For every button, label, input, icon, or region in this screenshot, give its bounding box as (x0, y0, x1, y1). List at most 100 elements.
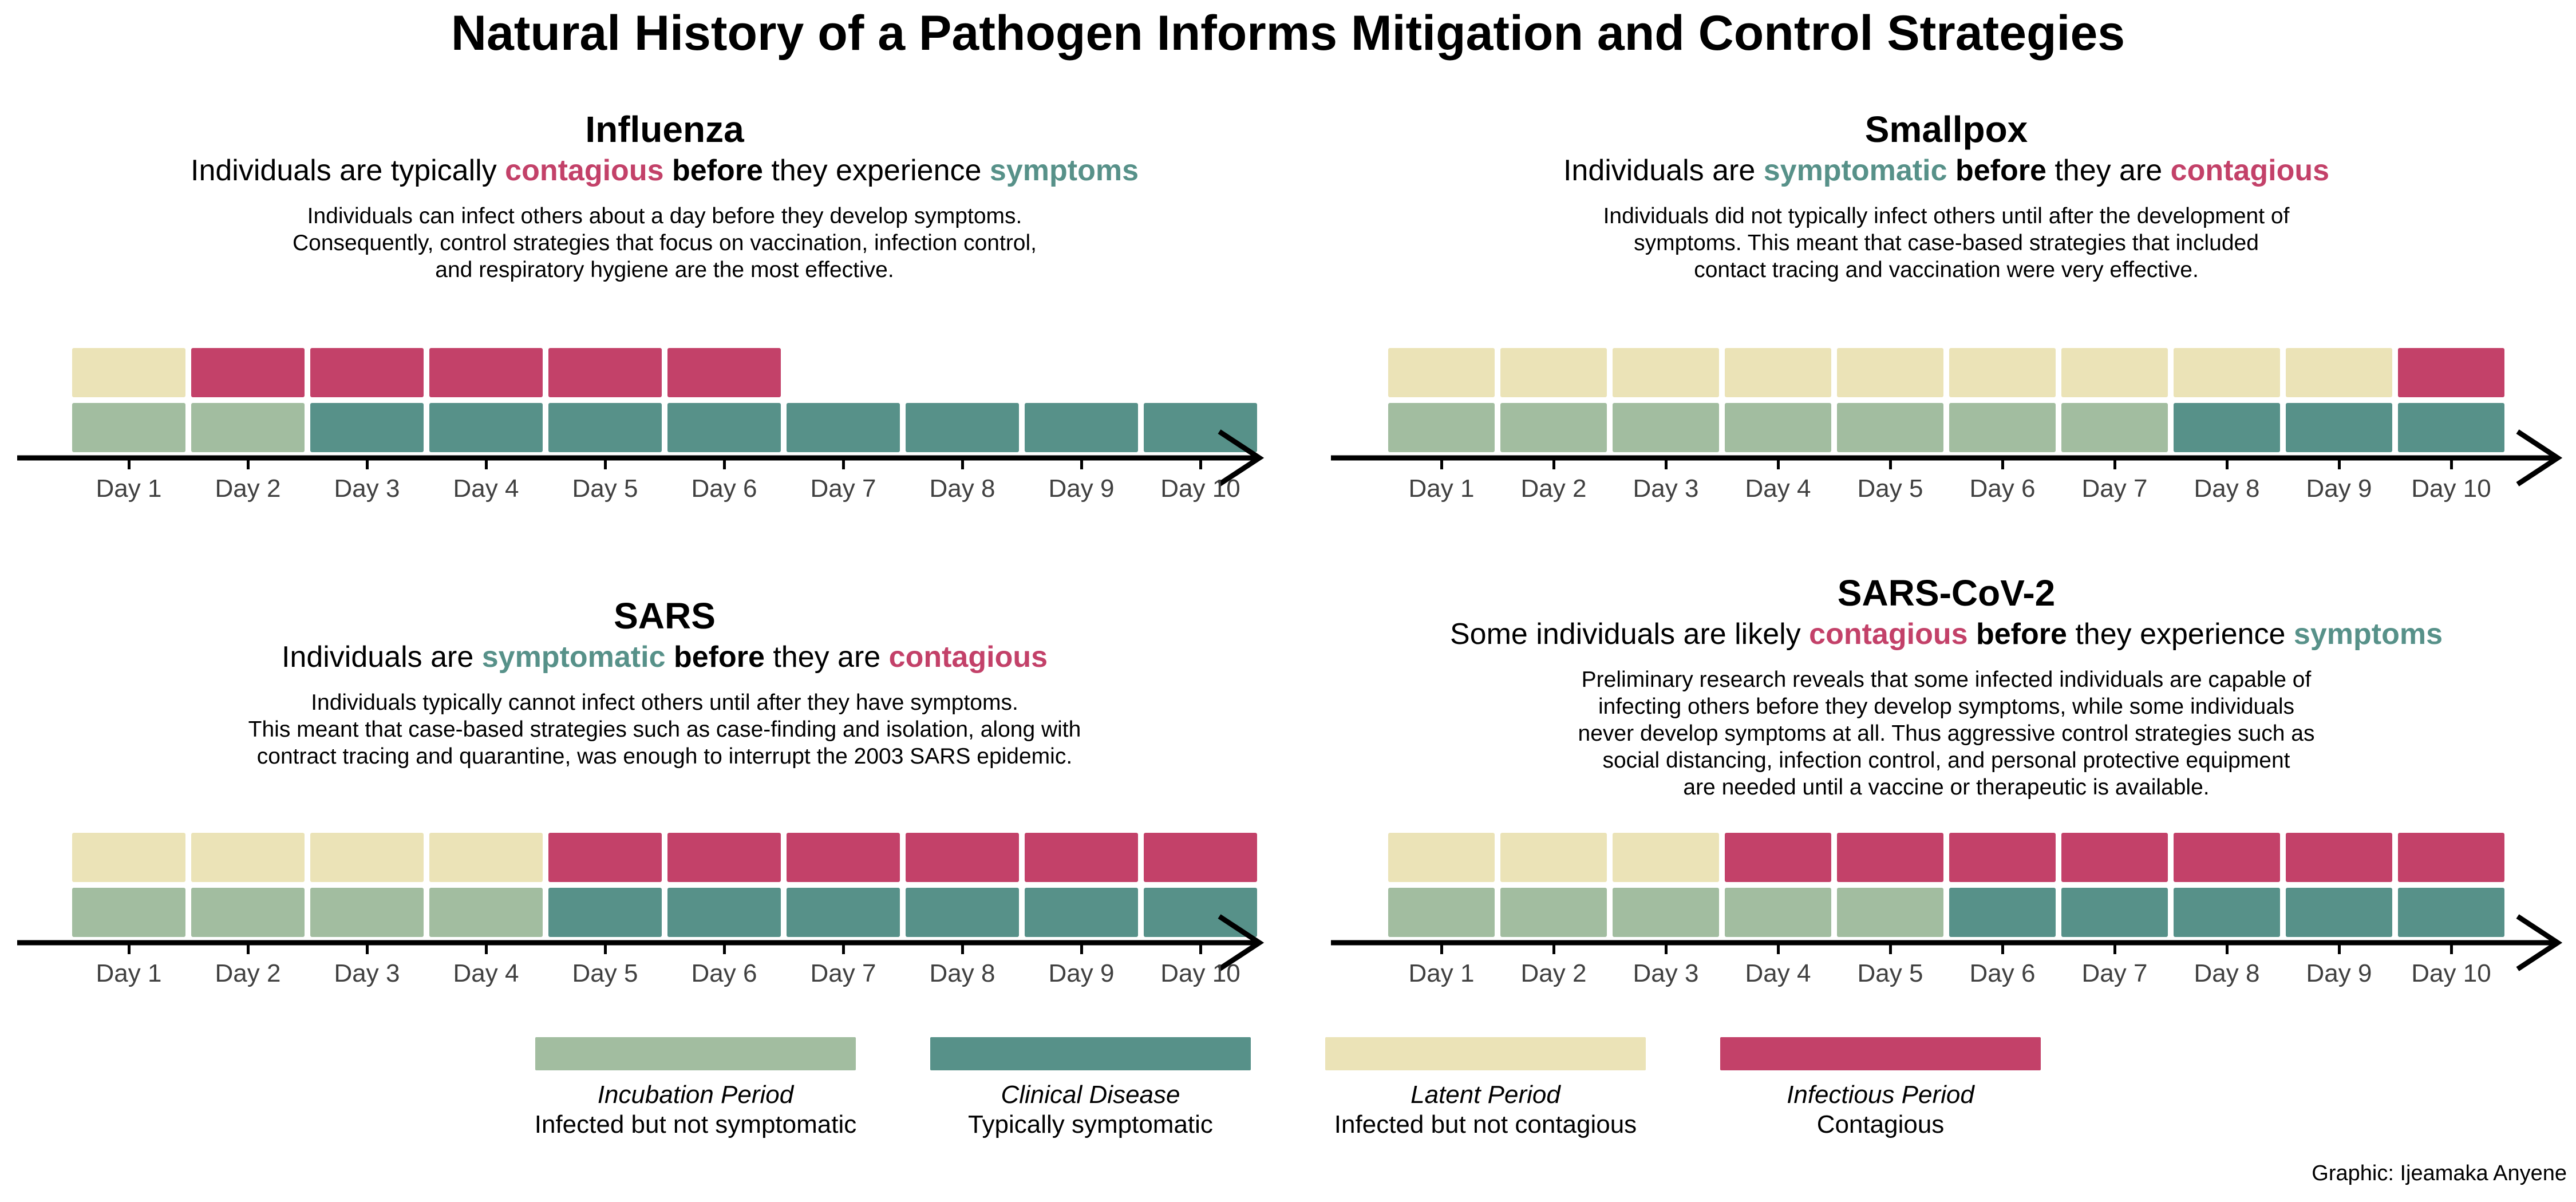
axis-tick-mark (2337, 945, 2341, 954)
legend-item-description: Typically symptomatic (968, 1110, 1213, 1138)
clinical-period-box (906, 888, 1019, 937)
legend-item-title: Incubation Period (597, 1081, 794, 1109)
legend-item-title: Latent Period (1411, 1081, 1560, 1109)
day-label: Day 4 (453, 475, 519, 503)
clinical-period-box (429, 403, 543, 452)
timeline-axis-arrow-icon (17, 914, 1265, 971)
axis-tick-mark (246, 460, 250, 469)
incubation-period-box (1837, 403, 1943, 452)
clinical-period-box (310, 403, 424, 452)
axis-tick (548, 945, 662, 955)
day-label: Day 6 (1969, 959, 2036, 987)
day-label: Day 1 (1408, 475, 1475, 503)
latent-period-box (191, 833, 305, 882)
day-label: Day 8 (929, 475, 995, 503)
panel-subtitle: Some individuals are likely contagious b… (1388, 617, 2504, 651)
legend-item-title: Infectious Period (1787, 1081, 1974, 1109)
infectious-period-box (787, 833, 900, 882)
legend-item-title: Clinical Disease (1001, 1081, 1180, 1109)
panel-title: Influenza (585, 109, 744, 150)
day-label: Day 3 (1633, 475, 1699, 503)
axis-day-labels: Day 1 Day 2 Day 3 Day 4 Day 5 Day 6 Day 7 Day 8… (1388, 959, 2504, 990)
subtitle-segment-plain: Individuals are (281, 640, 482, 674)
panel-subtitle: Individuals are typically contagious bef… (72, 153, 1257, 188)
axis-tick (72, 460, 185, 470)
description-line: Individuals can infect others about a da… (307, 204, 1022, 228)
infectious-period-box (2061, 833, 2168, 882)
axis-tick (310, 460, 424, 470)
description-line: contract tracing and quarantine, was eno… (256, 744, 1073, 769)
axis-tick-mark (1080, 945, 1083, 954)
axis-tick (667, 945, 781, 955)
subtitle-segment-symptomatic: symptomatic (1763, 154, 1947, 187)
description-line: Preliminary research reveals that some i… (1581, 667, 2312, 692)
incubation-period-box (1388, 888, 1495, 937)
infectious-period-box (191, 348, 305, 397)
infection-status-row (72, 348, 1257, 397)
panel-description: Individuals can infect others about a da… (72, 203, 1257, 283)
subtitle-segment-plain: Some individuals are likely (1449, 618, 1809, 651)
description-line: never develop symptoms at all. Thus aggr… (1578, 721, 2315, 746)
clinical-period-box (667, 888, 781, 937)
clinical-period-box (787, 888, 900, 937)
axis-tick-mark (1440, 460, 1443, 469)
legend-item-description: Contagious (1816, 1110, 1945, 1138)
axis-tick (787, 945, 900, 955)
description-line: contact tracing and vaccination were ver… (1694, 258, 2199, 282)
axis-tick (2398, 460, 2504, 470)
latent-period-box (1500, 833, 1607, 882)
axis-tick-mark (1776, 460, 1780, 469)
day-label: Day 10 (1160, 475, 1240, 503)
latent-period-box (2061, 348, 2168, 397)
panel-description: Preliminary research reveals that some i… (1388, 666, 2504, 801)
day-label: Day 9 (1048, 959, 1115, 987)
day-label: Day 7 (2081, 475, 2148, 503)
axis-day-labels: Day 1 Day 2 Day 3 Day 4 Day 5 Day 6 Day 7 Day 8… (72, 959, 1257, 990)
incubation-swatch (535, 1037, 856, 1070)
axis-ticks (1388, 460, 2504, 470)
legend-item-description: Infected but not contagious (1334, 1110, 1637, 1138)
infectious-period-box (2286, 833, 2392, 882)
subtitle-segment-contagious: contagious (505, 154, 664, 187)
subtitle-segment-bold: before (671, 154, 763, 187)
panel-subtitle: Individuals are symptomatic before they … (72, 640, 1257, 674)
subtitle-segment-bold: before (673, 640, 765, 674)
axis-tick-mark (841, 945, 845, 954)
axis-tick (1500, 460, 1607, 470)
description-line: and respiratory hygiene are the most eff… (435, 258, 894, 282)
day-label: Day 1 (1408, 959, 1475, 987)
subtitle-segment-plain: they are (764, 640, 889, 674)
clinical-period-box (2398, 403, 2504, 452)
axis-tick (191, 460, 305, 470)
clinical-period-box (1025, 888, 1138, 937)
day-label: Day 1 (96, 475, 162, 503)
axis-tick (906, 460, 1019, 470)
day-label: Day 10 (1160, 959, 1240, 987)
latent-period-box (1725, 348, 1831, 397)
infectious-period-box (2174, 833, 2280, 882)
day-label: Day 9 (2306, 959, 2372, 987)
latent-period-box (1388, 348, 1495, 397)
description-line: This meant that case-based strategies su… (248, 717, 1081, 742)
day-label: Day 2 (1520, 475, 1587, 503)
axis-ticks (72, 945, 1257, 955)
day-label: Day 2 (1520, 959, 1587, 987)
axis-tick-mark (2113, 460, 2116, 469)
axis-ticks (72, 460, 1257, 470)
panel-description: Individuals typically cannot infect othe… (72, 689, 1257, 770)
axis-tick-mark (246, 945, 250, 954)
clinical-swatch (930, 1037, 1251, 1070)
subtitle-segment-contagious: contagious (888, 640, 1048, 674)
axis-tick (310, 945, 424, 955)
symptom-status-row (1388, 403, 2504, 452)
incubation-period-box (191, 403, 305, 452)
description-line: Individuals did not typically infect oth… (1603, 204, 2290, 228)
clinical-period-box (787, 403, 900, 452)
day-label: Day 4 (1745, 959, 1811, 987)
clinical-period-box (2286, 888, 2392, 937)
axis-tick-mark (1664, 945, 1668, 954)
axis-tick (1500, 945, 1607, 955)
axis-ticks (1388, 945, 2504, 955)
axis-tick-mark (1888, 460, 1892, 469)
